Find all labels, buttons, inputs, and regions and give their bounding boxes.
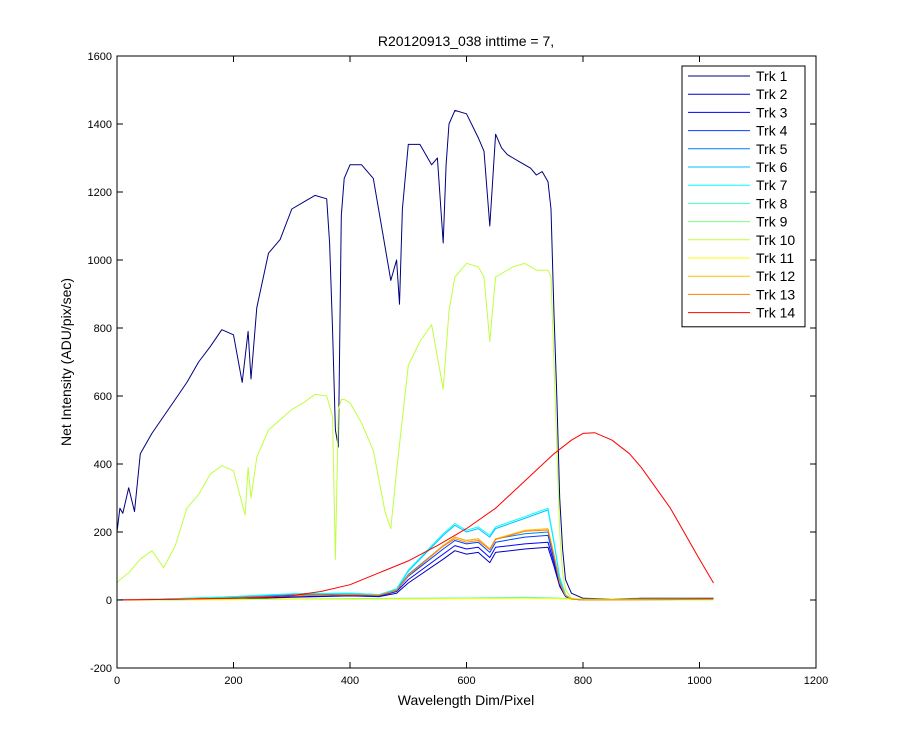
x-tick-label: 200 (224, 675, 242, 687)
legend-label: Trk 5 (756, 141, 788, 157)
legend-label: Trk 7 (756, 177, 788, 193)
legend-label: Trk 8 (756, 195, 788, 211)
legend-label: Trk 13 (756, 286, 795, 302)
legend: Trk 1 Trk 2 Trk 3 Trk 4 Trk 5 Trk 6 Trk 7 Trk 8… (681, 65, 806, 328)
series-line-trk-1 (116, 109, 714, 600)
legend-label: Trk 9 (756, 214, 788, 230)
y-tick-label: 600 (94, 391, 112, 403)
legend-label: Trk 12 (756, 268, 795, 284)
y-tick-label: 1200 (88, 187, 112, 199)
legend-label: Trk 11 (756, 250, 794, 266)
series-line-trk-7 (116, 507, 714, 601)
legend-label: Trk 1 (756, 68, 788, 84)
y-tick-label: 1000 (88, 255, 112, 267)
chart-title: R20120913_038 inttime = 7, (378, 33, 554, 49)
x-tick-label: 800 (574, 675, 592, 687)
y-ticks: -200 0 200 400 600 800 1000 1200 1400 1600 (88, 51, 816, 675)
y-tick-label: 1600 (88, 51, 112, 63)
x-ticks: 0 200 400 600 800 1000 1200 (114, 56, 828, 687)
x-tick-label: 0 (114, 675, 120, 687)
y-tick-label: 0 (106, 595, 112, 607)
legend-label: Trk 3 (756, 104, 788, 120)
legend-box (681, 65, 806, 328)
y-tick-label: 800 (94, 323, 112, 335)
series-layer (116, 109, 714, 601)
series-line-trk-10 (116, 262, 714, 600)
y-tick-label: -200 (90, 663, 112, 675)
y-axis-label: Net Intensity (ADU/pix/sec) (58, 278, 74, 446)
series-line-trk-14 (116, 432, 714, 601)
y-tick-label: 200 (94, 527, 112, 539)
legend-label: Trk 10 (756, 232, 795, 248)
y-tick-label: 400 (94, 459, 112, 471)
x-tick-label: 600 (457, 675, 475, 687)
x-tick-label: 1000 (687, 675, 711, 687)
y-tick-label: 1400 (88, 119, 112, 131)
x-tick-label: 1200 (804, 675, 828, 687)
legend-label: Trk 6 (756, 159, 788, 175)
x-tick-label: 400 (341, 675, 359, 687)
x-axis-label: Wavelength Dim/Pixel (398, 692, 534, 708)
series-line-trk-13 (116, 529, 714, 601)
legend-label: Trk 14 (756, 305, 795, 321)
legend-label: Trk 4 (756, 123, 788, 139)
legend-label: Trk 2 (756, 86, 788, 102)
